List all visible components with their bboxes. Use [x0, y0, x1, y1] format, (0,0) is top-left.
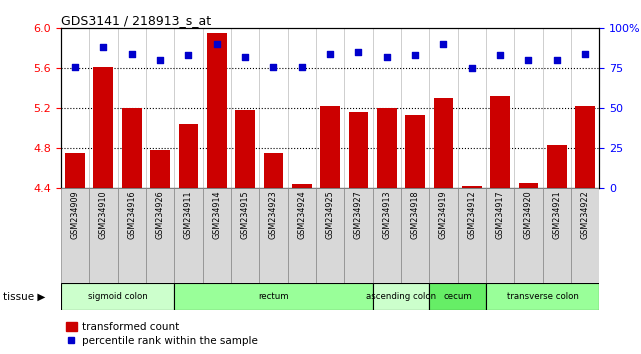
Text: GSM234924: GSM234924 — [297, 190, 306, 239]
Bar — [263, 153, 283, 188]
Point — [467, 65, 477, 71]
Bar — [150, 150, 170, 188]
Bar — [146, 188, 174, 283]
Text: sigmoid colon: sigmoid colon — [88, 292, 147, 301]
Bar — [458, 188, 486, 283]
Point — [183, 53, 194, 58]
Bar — [117, 188, 146, 283]
Text: GSM234920: GSM234920 — [524, 190, 533, 239]
Text: GSM234914: GSM234914 — [212, 190, 221, 239]
Bar — [178, 124, 198, 188]
Bar — [490, 96, 510, 188]
Bar — [207, 33, 227, 188]
Point — [353, 50, 363, 55]
Bar — [575, 106, 595, 188]
Text: GSM234912: GSM234912 — [467, 190, 476, 239]
Bar — [344, 188, 372, 283]
Point — [269, 64, 279, 69]
Point — [98, 45, 108, 50]
Legend: transformed count, percentile rank within the sample: transformed count, percentile rank withi… — [66, 322, 258, 346]
Point — [70, 64, 80, 69]
Bar — [94, 67, 113, 188]
Bar — [174, 188, 203, 283]
Bar — [174, 283, 372, 310]
Bar — [401, 188, 429, 283]
Point — [438, 41, 449, 47]
Bar — [259, 188, 288, 283]
Point — [410, 53, 420, 58]
Bar — [320, 106, 340, 188]
Text: GSM234916: GSM234916 — [128, 190, 137, 239]
Bar — [292, 184, 312, 188]
Bar — [462, 185, 482, 188]
Point — [127, 51, 137, 57]
Bar — [61, 188, 89, 283]
Text: GSM234915: GSM234915 — [240, 190, 249, 239]
Bar — [514, 188, 543, 283]
Bar — [486, 188, 514, 283]
Point — [580, 51, 590, 57]
Point — [297, 64, 307, 69]
Bar — [316, 188, 344, 283]
Text: ascending colon: ascending colon — [366, 292, 436, 301]
Bar — [486, 283, 599, 310]
Bar — [372, 283, 429, 310]
Point — [240, 54, 250, 60]
Bar — [547, 145, 567, 188]
Bar — [349, 112, 369, 188]
Bar — [89, 188, 117, 283]
Point — [495, 53, 505, 58]
Text: GSM234926: GSM234926 — [156, 190, 165, 239]
Text: rectum: rectum — [258, 292, 288, 301]
Bar — [122, 108, 142, 188]
Text: GSM234913: GSM234913 — [382, 190, 391, 239]
Text: GSM234911: GSM234911 — [184, 190, 193, 239]
Bar — [429, 188, 458, 283]
Text: GSM234921: GSM234921 — [553, 190, 562, 239]
Text: tissue ▶: tissue ▶ — [3, 291, 46, 302]
Text: transverse colon: transverse colon — [507, 292, 579, 301]
Text: GSM234917: GSM234917 — [495, 190, 504, 239]
Bar — [429, 283, 486, 310]
Text: GSM234918: GSM234918 — [411, 190, 420, 239]
Text: GSM234925: GSM234925 — [326, 190, 335, 239]
Point — [155, 57, 165, 63]
Bar — [61, 283, 174, 310]
Point — [552, 57, 562, 63]
Bar — [543, 188, 571, 283]
Bar — [288, 188, 316, 283]
Bar — [203, 188, 231, 283]
Point — [381, 54, 392, 60]
Text: cecum: cecum — [444, 292, 472, 301]
Bar — [65, 153, 85, 188]
Bar — [377, 108, 397, 188]
Text: GSM234910: GSM234910 — [99, 190, 108, 239]
Point — [523, 57, 533, 63]
Text: GSM234927: GSM234927 — [354, 190, 363, 239]
Bar — [519, 183, 538, 188]
Bar — [433, 98, 453, 188]
Text: GSM234919: GSM234919 — [439, 190, 448, 239]
Bar — [231, 188, 259, 283]
Bar — [405, 115, 425, 188]
Bar — [571, 188, 599, 283]
Bar — [235, 110, 255, 188]
Text: GSM234923: GSM234923 — [269, 190, 278, 239]
Text: GSM234909: GSM234909 — [71, 190, 79, 239]
Text: GDS3141 / 218913_s_at: GDS3141 / 218913_s_at — [61, 14, 211, 27]
Point — [212, 41, 222, 47]
Point — [325, 51, 335, 57]
Text: GSM234922: GSM234922 — [581, 190, 590, 239]
Bar — [372, 188, 401, 283]
